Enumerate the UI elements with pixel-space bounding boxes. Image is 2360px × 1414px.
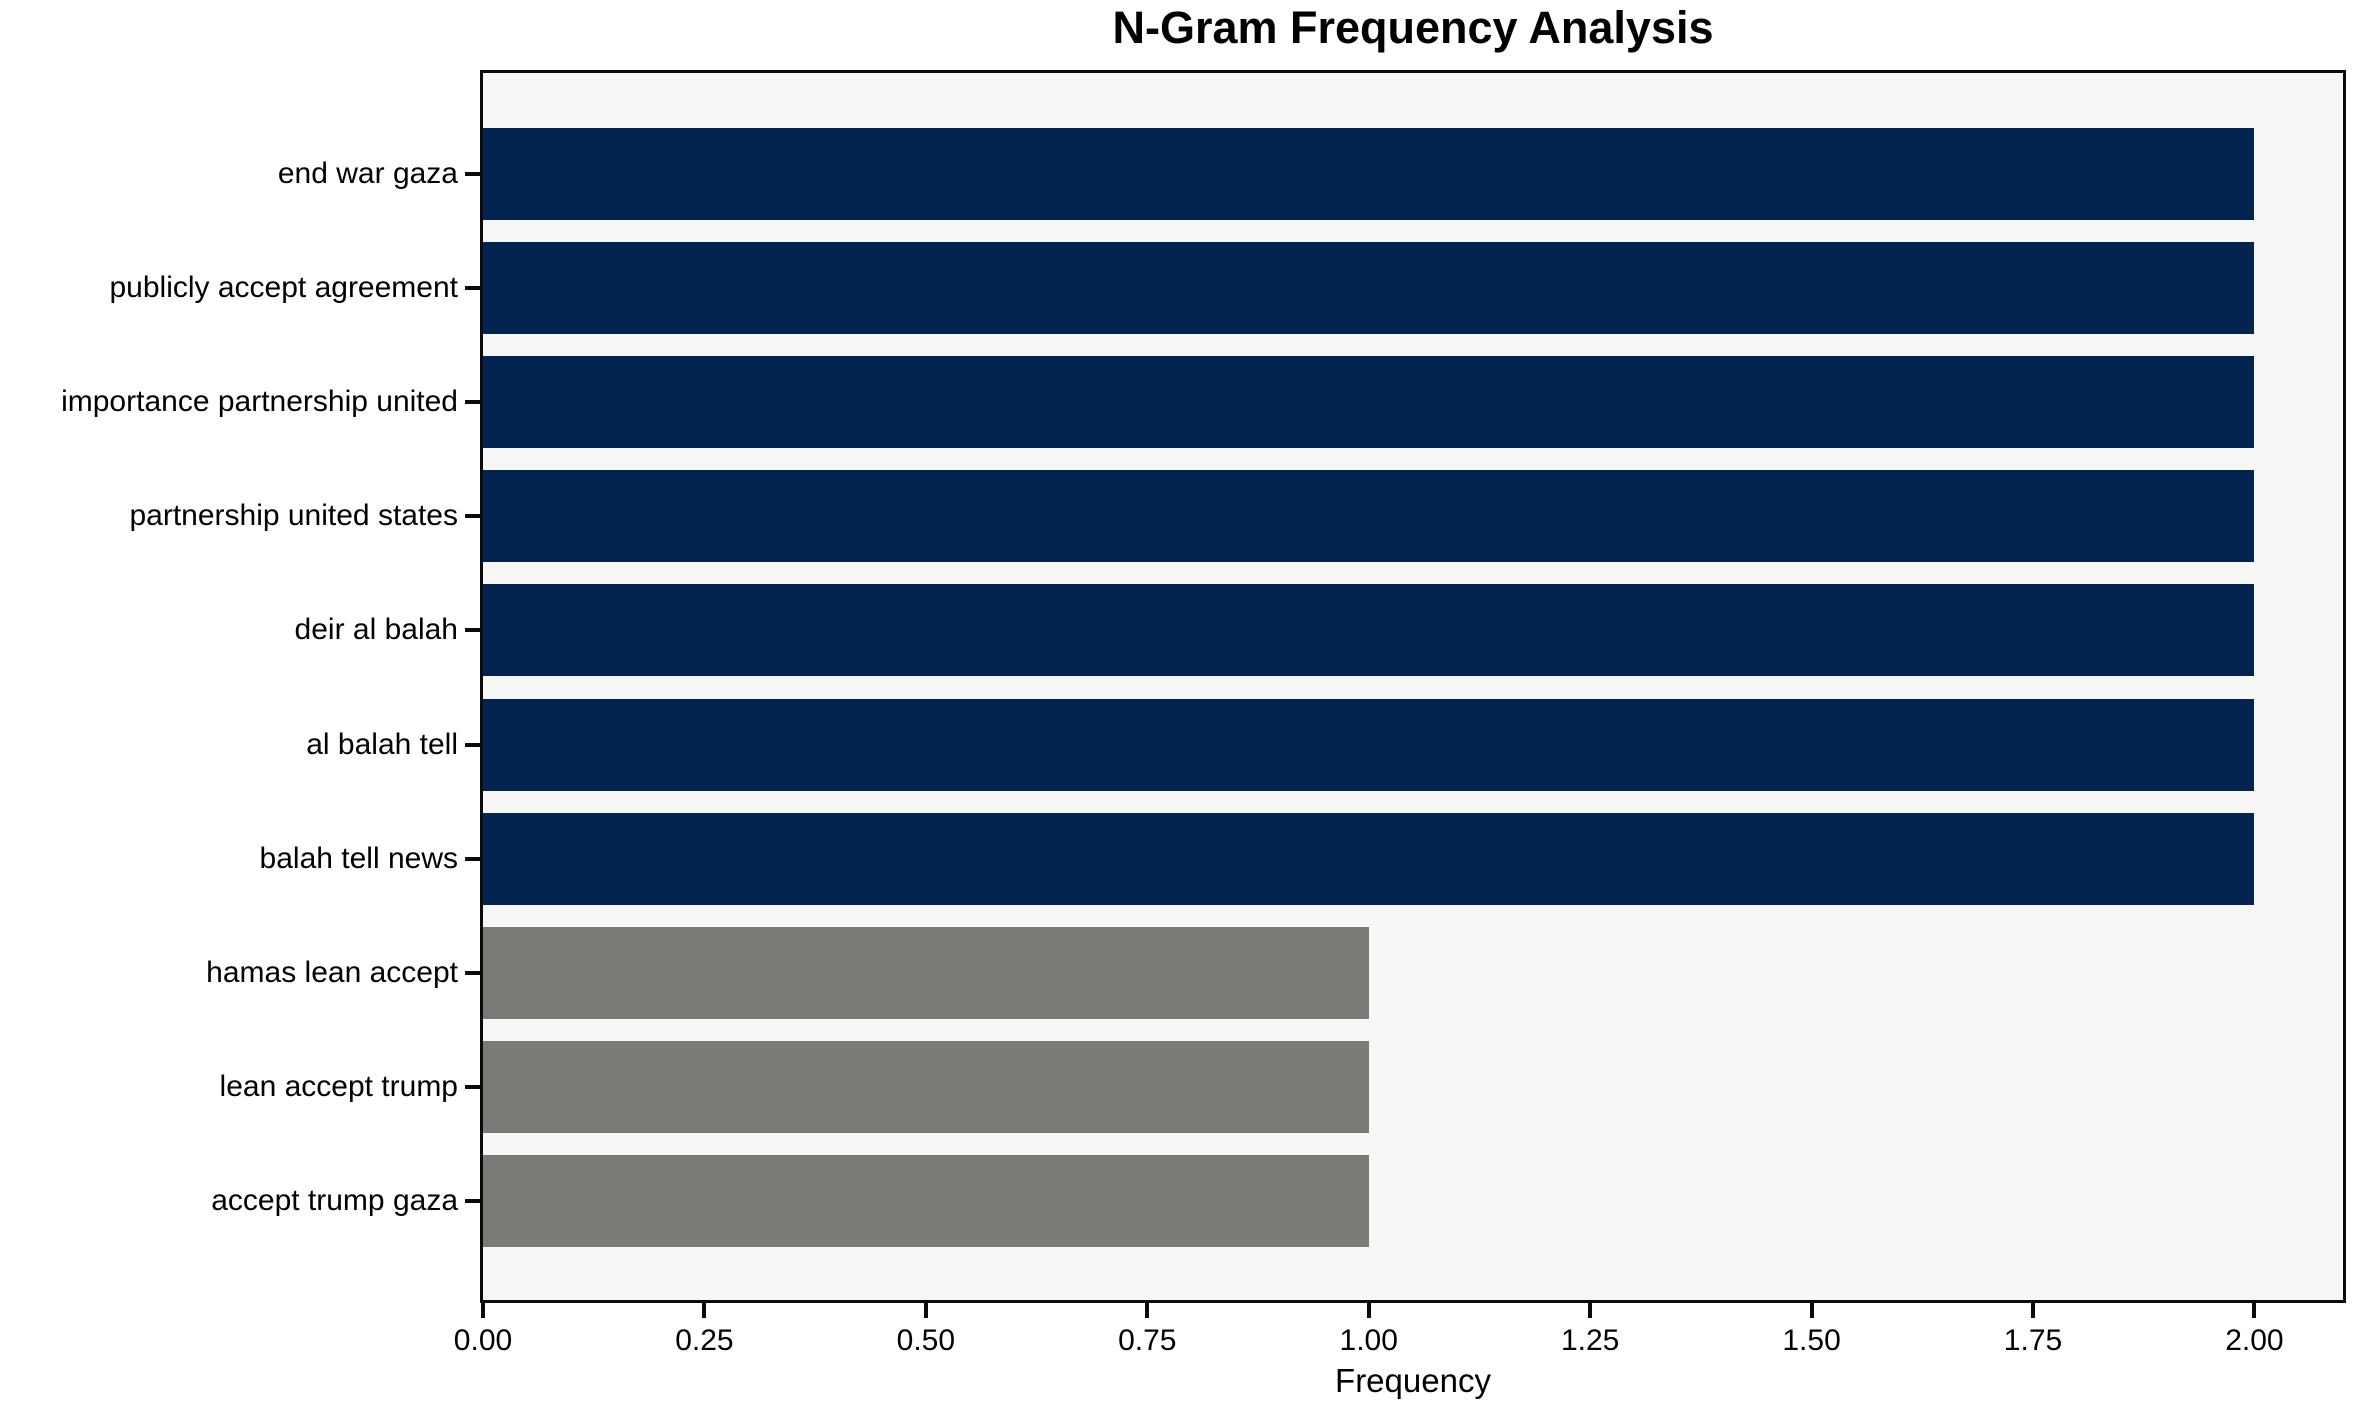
y-tick-mark — [465, 1085, 480, 1090]
y-tick-label: hamas lean accept — [206, 955, 458, 989]
y-tick-mark — [465, 285, 480, 290]
bar-deir-al-balah — [483, 584, 2255, 677]
x-axis-label: Frequency — [1335, 1362, 1491, 1399]
y-tick-mark — [465, 742, 480, 747]
y-tick-label: deir al balah — [294, 613, 458, 647]
x-tick-label: 1.50 — [1782, 1324, 1841, 1357]
x-tick-mark — [702, 1303, 707, 1318]
y-tick-mark — [465, 399, 480, 404]
y-tick-mark — [465, 970, 480, 975]
bar-end-war-gaza — [483, 127, 2255, 220]
bar-lean-accept-trump — [483, 1041, 1369, 1134]
x-tick-mark — [1366, 1303, 1371, 1318]
y-tick-label: partnership united states — [129, 499, 458, 533]
bar-balah-tell-news — [483, 812, 2255, 905]
bar-accept-trump-gaza — [483, 1155, 1369, 1248]
x-tick-label: 1.25 — [1560, 1324, 1620, 1357]
x-tick-mark — [2252, 1303, 2257, 1318]
bar-partnership-united-states — [483, 470, 2255, 563]
y-tick-label: publicly accept agreement — [109, 270, 458, 304]
x-tick-label: 2.00 — [2225, 1324, 2284, 1357]
y-tick-mark — [465, 856, 480, 861]
y-tick-mark — [465, 171, 480, 176]
y-tick-mark — [465, 628, 480, 633]
y-tick-mark — [465, 514, 480, 519]
x-tick-mark — [923, 1303, 928, 1318]
x-tick-mark — [481, 1303, 485, 1318]
chart-title: N-Gram Frequency Analysis — [1112, 2, 1714, 53]
y-tick-label: lean accept trump — [219, 1070, 458, 1104]
x-tick-label: 0.25 — [675, 1324, 734, 1357]
x-tick-mark — [2031, 1303, 2035, 1318]
x-tick-label: 1.75 — [2003, 1324, 2063, 1357]
y-tick-label: importance partnership united — [61, 384, 458, 418]
plot-area — [480, 70, 2346, 1303]
y-tick-label: balah tell news — [259, 841, 458, 875]
y-tick-label: end war gaza — [277, 156, 458, 190]
y-tick-mark — [465, 1199, 480, 1204]
y-tick-label: al balah tell — [306, 727, 458, 761]
x-tick-label: 0.00 — [453, 1324, 513, 1357]
x-tick-label: 0.50 — [896, 1324, 956, 1357]
bar-importance-partnership-united — [483, 355, 2255, 448]
bar-hamas-lean-accept — [483, 926, 1369, 1019]
y-tick-label: accept trump gaza — [211, 1184, 458, 1218]
x-tick-label: 0.75 — [1118, 1324, 1177, 1357]
x-tick-mark — [1145, 1303, 1150, 1318]
x-tick-mark — [1809, 1303, 1814, 1318]
x-tick-mark — [1588, 1303, 1593, 1318]
bar-al-balah-tell — [483, 698, 2255, 791]
x-tick-label: 1.00 — [1339, 1324, 1398, 1357]
bar-publicly-accept-agreement — [483, 241, 2255, 334]
